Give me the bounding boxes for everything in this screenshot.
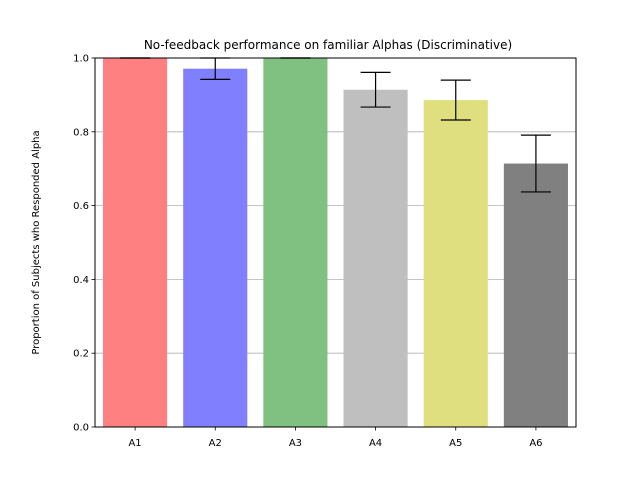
y-tick-label: 0.2 bbox=[73, 349, 89, 360]
bar bbox=[183, 68, 248, 428]
x-tick-label: A4 bbox=[369, 438, 382, 449]
x-tick-label: A2 bbox=[209, 438, 222, 449]
x-tick-label: A1 bbox=[128, 438, 141, 449]
y-tick-label: 1.0 bbox=[73, 54, 89, 65]
x-tick-label: A6 bbox=[529, 438, 542, 449]
plot-area-frame bbox=[94, 57, 577, 428]
y-tick-label: 0.8 bbox=[73, 127, 89, 138]
x-tick-label: A3 bbox=[289, 438, 302, 449]
y-tick-label: 0.6 bbox=[73, 201, 89, 212]
chart-title: No-feedback performance on familiar Alph… bbox=[144, 38, 512, 52]
bar bbox=[423, 100, 488, 427]
y-tick-label: 0.4 bbox=[73, 275, 89, 286]
y-axis-ticks: 0.0 0.2 0.4 0.6 0.8 1.0 bbox=[73, 54, 95, 434]
y-axis-label: Proportion of Subjects who Responded Alp… bbox=[31, 130, 42, 354]
bar bbox=[103, 58, 168, 427]
y-tick-label: 0.0 bbox=[73, 423, 89, 434]
bar bbox=[263, 58, 328, 427]
x-axis-ticks: A1 A2 A3 A4 A5 A6 bbox=[128, 427, 543, 449]
bar bbox=[343, 89, 408, 427]
bars bbox=[103, 58, 568, 428]
bar bbox=[503, 163, 568, 427]
x-tick-label: A5 bbox=[449, 438, 462, 449]
